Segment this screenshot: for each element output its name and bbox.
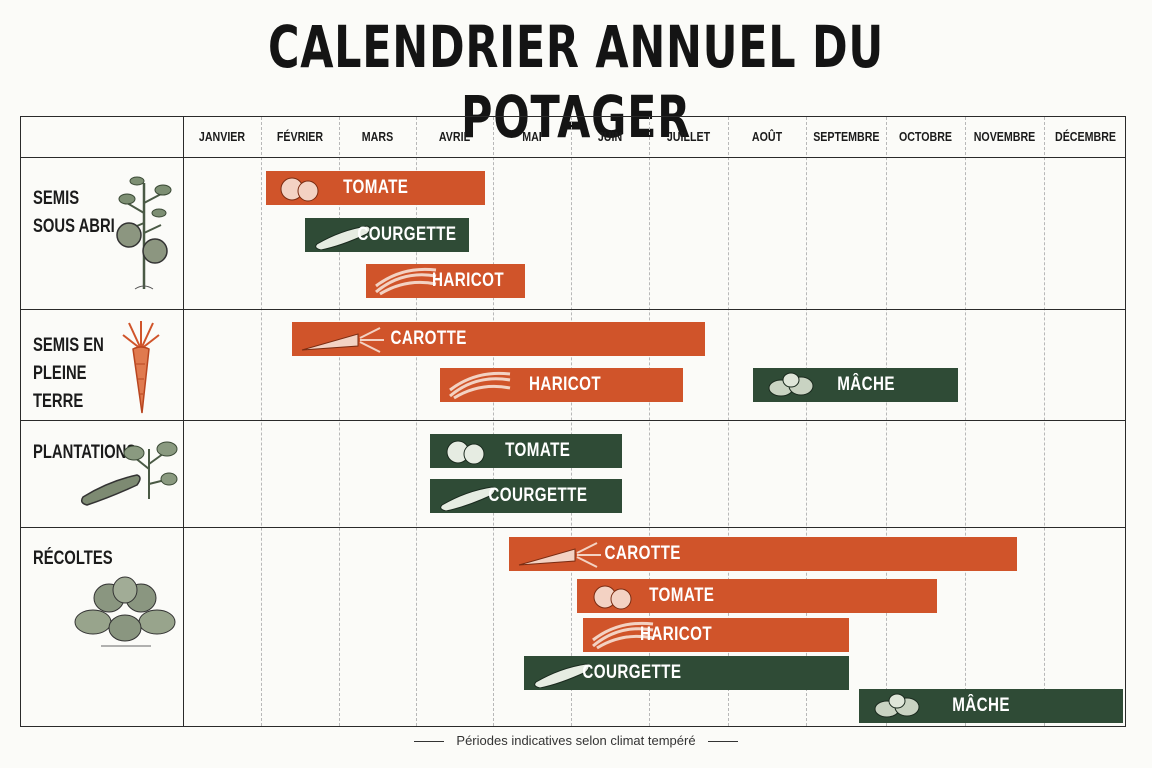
bean-icon <box>375 267 437 296</box>
bar-semis-terre-carotte: CAROTTE <box>292 322 705 356</box>
month-header-novembre: NOVEMBRE <box>973 129 1036 144</box>
month-header-fevrier: FÉVRIER <box>276 129 324 144</box>
carrot-icon <box>122 321 160 414</box>
bar-recolte-carotte: CAROTTE <box>509 537 1017 571</box>
row-label-semis-sous-abri: SEMIS SOUS ABRI <box>33 188 115 237</box>
tomato-icon <box>280 177 319 202</box>
calendar-grid: JANVIER FÉVRIER MARS AVRIL MAI JUIN JUIL… <box>20 116 1126 727</box>
month-header-mars: MARS <box>361 129 394 144</box>
page-title: CALENDRIER ANNUEL DU POTAGER <box>267 13 885 151</box>
month-header-septembre: SEPTEMBRE <box>813 129 880 144</box>
bar-semis-abri-tomate: TOMATE <box>266 171 485 205</box>
bar-semis-terre-mache: MÂCHE <box>753 368 958 402</box>
footer-note: Périodes indicatives selon climat tempér… <box>0 733 1152 748</box>
row-label-recoltes: RÉCOLTES <box>33 548 113 569</box>
tomato-plant-icon <box>116 176 172 290</box>
mache-icon <box>874 693 920 718</box>
month-header-juin: JUIN <box>597 129 623 144</box>
month-header-mai: MAI <box>522 129 542 144</box>
bar-plantation-courgette: COURGETTE <box>430 479 622 513</box>
bar-semis-abri-haricot: HARICOT <box>366 264 525 298</box>
bar-semis-abri-courgette: COURGETTE <box>305 218 469 252</box>
month-header-avril: AVRIL <box>438 129 471 144</box>
bar-plantation-tomate: TOMATE <box>430 434 622 468</box>
bar-recolte-mache: MÂCHE <box>859 689 1123 723</box>
mache-icon <box>768 372 814 397</box>
zucchini-icon <box>315 225 371 250</box>
tomato-icon <box>446 440 485 465</box>
footer-text: Périodes indicatives selon climat tempér… <box>456 733 696 748</box>
lettuce-icon <box>74 576 176 647</box>
row-label-plantations: PLANTATIONS <box>33 442 137 463</box>
month-header-octobre: OCTOBRE <box>898 129 953 144</box>
carrot-bar-icon <box>301 327 384 353</box>
month-header-decembre: DÉCEMBRE <box>1054 129 1117 144</box>
carrot-bar-icon <box>518 542 601 568</box>
month-header-aout: AOÛT <box>751 129 783 144</box>
bar-recolte-courgette: COURGETTE <box>524 656 849 690</box>
zucchini-plant-icon <box>80 441 178 506</box>
zucchini-icon <box>440 486 496 511</box>
month-header-janvier: JANVIER <box>198 129 246 144</box>
bar-semis-terre-haricot: HARICOT <box>440 368 683 402</box>
row-label-semis-pleine-terre: SEMIS EN PLEINE TERRE <box>33 335 104 412</box>
bean-icon <box>592 621 654 650</box>
tomato-icon <box>593 585 632 610</box>
bar-recolte-haricot: HARICOT <box>583 618 849 652</box>
zucchini-icon <box>534 663 590 688</box>
month-header-juillet: JUILLET <box>666 129 711 144</box>
bean-icon <box>449 371 511 400</box>
bar-recolte-tomate: TOMATE <box>577 579 937 613</box>
